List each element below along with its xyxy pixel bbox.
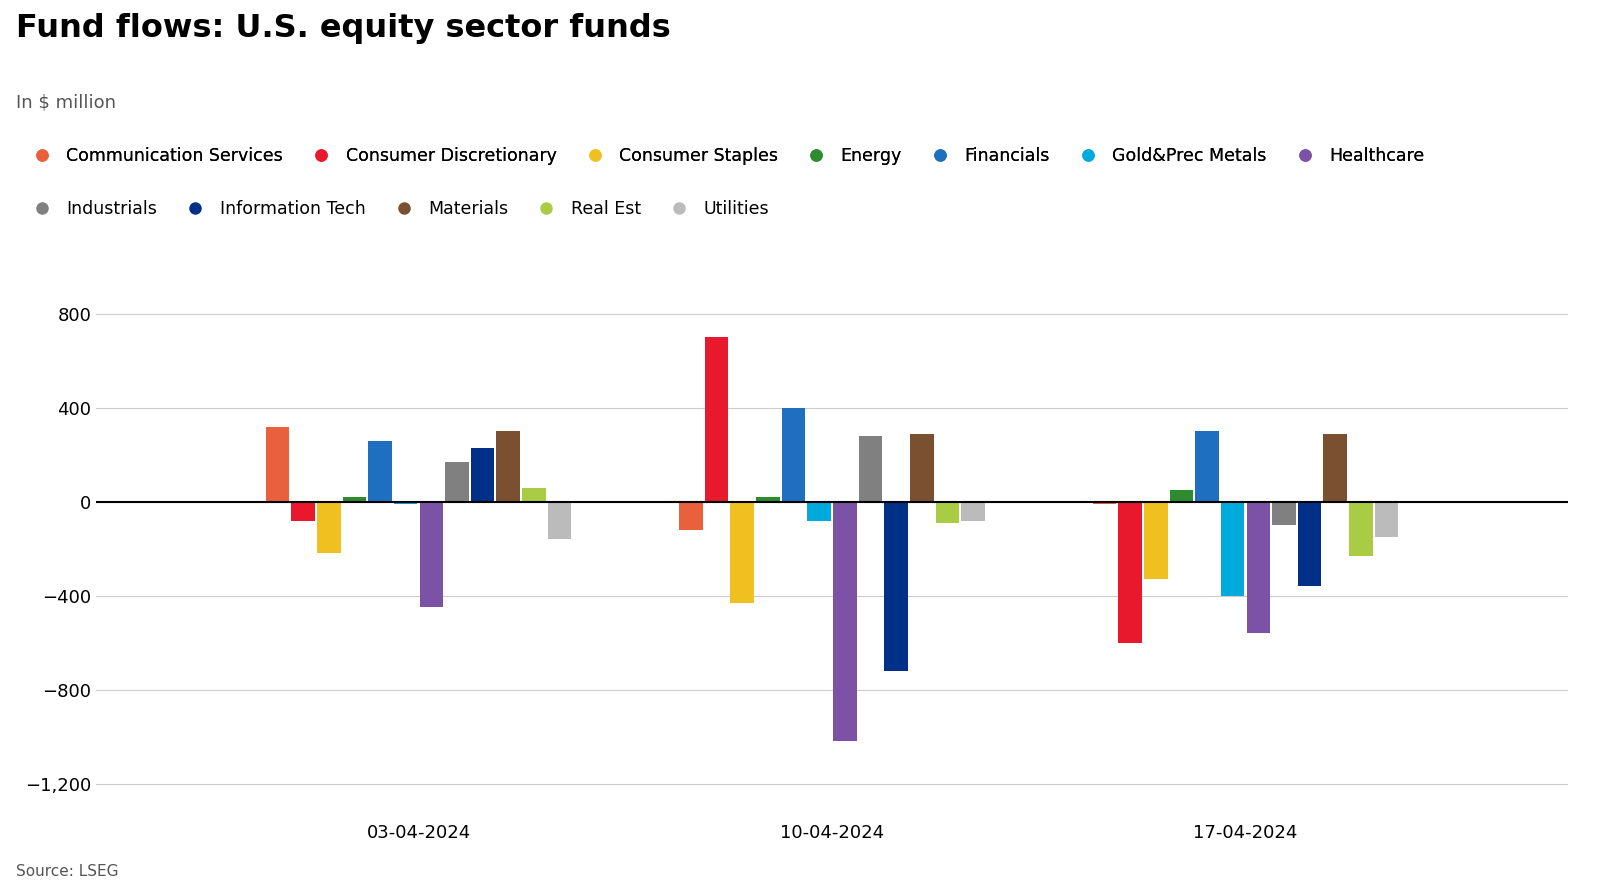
Bar xyxy=(547,502,571,539)
Legend: Industrials, Information Tech, Materials, Real Est, Utilities: Industrials, Information Tech, Materials… xyxy=(24,200,770,218)
Bar xyxy=(885,502,907,671)
Bar xyxy=(317,502,341,554)
Bar xyxy=(859,436,882,502)
Bar xyxy=(1170,490,1194,502)
Text: Source: LSEG: Source: LSEG xyxy=(16,864,118,879)
Bar xyxy=(291,502,315,521)
Bar xyxy=(1221,502,1245,595)
Bar xyxy=(394,502,418,504)
Bar xyxy=(1246,502,1270,634)
Bar xyxy=(419,502,443,608)
Bar xyxy=(936,502,958,523)
Bar xyxy=(368,441,392,502)
Bar xyxy=(1272,502,1296,525)
Bar xyxy=(1144,502,1168,579)
Bar xyxy=(910,433,933,502)
Bar xyxy=(522,488,546,502)
Bar xyxy=(962,502,984,521)
Bar xyxy=(1349,502,1373,556)
Legend: Communication Services, Consumer Discretionary, Consumer Staples, Energy, Financ: Communication Services, Consumer Discret… xyxy=(24,147,1424,165)
Bar xyxy=(1374,502,1398,537)
Text: Fund flows: U.S. equity sector funds: Fund flows: U.S. equity sector funds xyxy=(16,13,670,44)
Text: In $ million: In $ million xyxy=(16,93,115,111)
Bar xyxy=(342,498,366,502)
Bar xyxy=(1298,502,1322,587)
Bar xyxy=(680,502,702,530)
Bar xyxy=(266,426,290,502)
Bar xyxy=(834,502,856,741)
Bar xyxy=(731,502,754,603)
Bar xyxy=(1195,432,1219,502)
Bar xyxy=(706,337,728,502)
Bar xyxy=(782,408,805,502)
Bar xyxy=(1093,502,1117,504)
Bar xyxy=(445,462,469,502)
Bar xyxy=(1323,433,1347,502)
Bar xyxy=(470,448,494,502)
Bar xyxy=(757,498,779,502)
Bar xyxy=(1118,502,1142,643)
Bar xyxy=(808,502,830,521)
Bar xyxy=(496,432,520,502)
